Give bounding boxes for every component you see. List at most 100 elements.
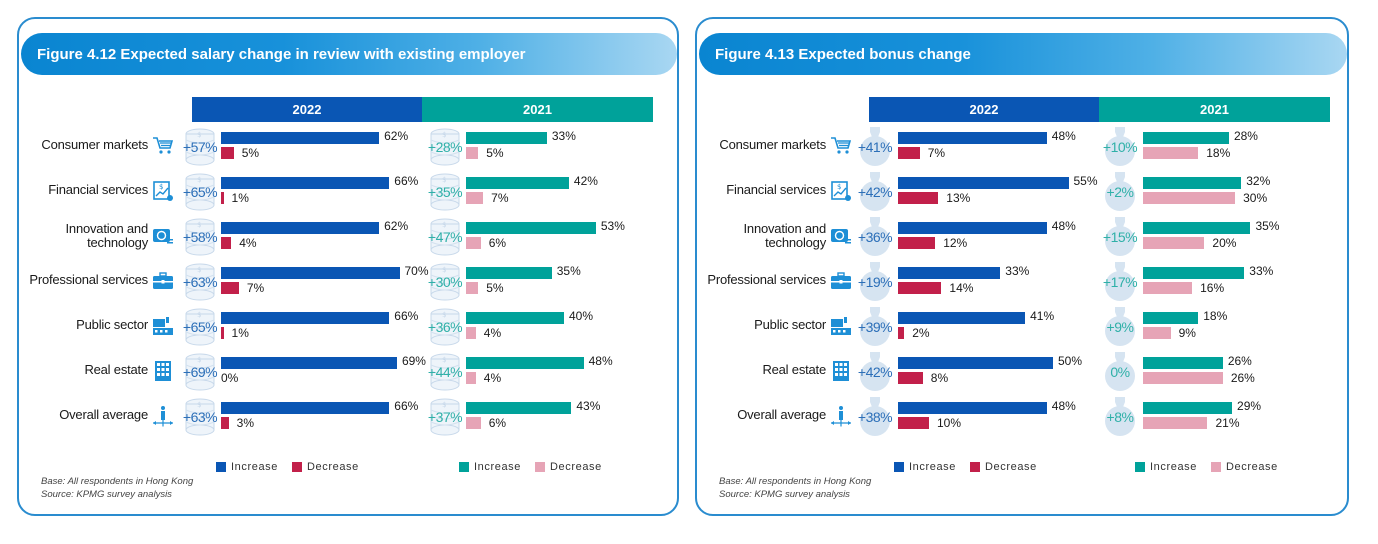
value-label-increase-2021: 42% <box>573 174 598 188</box>
bar-decrease-2021 <box>466 417 481 429</box>
category-label: Professional services <box>707 272 826 287</box>
category-label: Innovation and technology <box>65 221 149 250</box>
bar-increase-2022 <box>898 402 1047 414</box>
category-label: Innovation and technology <box>743 221 827 250</box>
money-bag-icon <box>857 351 893 391</box>
figure-4-12-panel: Figure 4.12 Expected salary change in re… <box>17 17 679 516</box>
financial-chart-icon: $ <box>152 180 174 202</box>
bar-increase-2021 <box>1143 402 1233 414</box>
bar-increase-2021 <box>466 312 564 324</box>
bar-decrease-2021 <box>1143 327 1171 339</box>
value-label-increase-2022: 62% <box>384 219 409 233</box>
value-label-decrease-2022: 5% <box>241 146 260 160</box>
value-label-decrease-2021: 6% <box>488 236 507 250</box>
value-label-increase-2021: 28% <box>1233 129 1258 143</box>
value-label-decrease-2022: 7% <box>927 146 946 160</box>
net-change-2022: +42% <box>857 184 893 200</box>
legend-swatch <box>1211 462 1221 472</box>
bar-decrease-2021 <box>1143 282 1193 294</box>
value-label-decrease-2021: 26% <box>1230 371 1255 385</box>
bar-decrease-2021 <box>1143 237 1205 249</box>
bar-increase-2022 <box>221 132 380 144</box>
bar-decrease-2021 <box>466 282 479 294</box>
bar-increase-2021 <box>466 222 596 234</box>
svg-text:$: $ <box>837 183 841 191</box>
value-label-increase-2022: 66% <box>394 399 419 413</box>
money-bag-icon <box>857 396 893 436</box>
category-label: Professional services <box>29 272 148 287</box>
bar-decrease-2022 <box>898 372 923 384</box>
net-change-2021: +2% <box>1106 184 1134 200</box>
category-label: Consumer markets <box>41 137 148 152</box>
bar-increase-2022 <box>898 312 1026 324</box>
legend-2021: Increase Decrease <box>1135 461 1292 473</box>
coin-stack-icon: $ <box>427 216 463 256</box>
net-change-2022: +65% <box>182 319 218 335</box>
value-label-increase-2021: 26% <box>1227 354 1252 368</box>
bar-increase-2022 <box>221 312 390 324</box>
net-change-2021: +28% <box>427 139 463 155</box>
bar-decrease-2021 <box>466 327 476 339</box>
legend-item-increase: Increase <box>459 461 521 473</box>
public-building-icon <box>152 315 174 337</box>
legend-swatch <box>459 462 469 472</box>
net-change-2022: +58% <box>182 229 218 245</box>
svg-text:$: $ <box>197 401 201 409</box>
net-change-2021: +37% <box>427 409 463 425</box>
value-label-increase-2021: 40% <box>569 309 594 323</box>
value-label-decrease-2022: 10% <box>937 416 962 430</box>
figure-4-13-panel: Figure 4.13 Expected bonus change 2022 2… <box>695 17 1349 516</box>
coin-stack-icon: $ <box>182 171 218 211</box>
bar-increase-2022 <box>898 357 1053 369</box>
value-label-increase-2021: 29% <box>1237 399 1262 413</box>
money-bag-icon <box>1102 216 1138 256</box>
legend-item-decrease: Decrease <box>292 461 359 473</box>
value-label-decrease-2022: 13% <box>946 191 971 205</box>
svg-text:$: $ <box>442 131 446 139</box>
bar-decrease-2021 <box>1143 372 1223 384</box>
year-header-2021: 2021 <box>1099 97 1330 122</box>
bar-decrease-2022 <box>221 147 234 159</box>
legend-2022: Increase Decrease <box>894 461 1051 473</box>
value-label-decrease-2021: 30% <box>1243 191 1268 205</box>
value-label-decrease-2021: 6% <box>488 416 507 430</box>
svg-text:$: $ <box>442 176 446 184</box>
net-change-2021: +8% <box>1106 409 1134 425</box>
office-building-icon <box>152 360 174 382</box>
value-label-increase-2021: 33% <box>551 129 576 143</box>
value-label-increase-2021: 32% <box>1246 174 1271 188</box>
svg-text:$: $ <box>442 221 446 229</box>
money-tech-icon <box>152 225 174 247</box>
bar-increase-2021 <box>466 402 572 414</box>
money-bag-icon <box>1102 261 1138 301</box>
value-label-increase-2021: 33% <box>1249 264 1274 278</box>
coin-stack-icon: $ <box>427 171 463 211</box>
value-label-increase-2022: 33% <box>1005 264 1030 278</box>
legend-swatch <box>1135 462 1145 472</box>
value-label-increase-2022: 48% <box>1051 219 1076 233</box>
net-change-2021: +35% <box>427 184 463 200</box>
bar-increase-2022 <box>898 177 1069 189</box>
bar-increase-2022 <box>898 132 1047 144</box>
value-label-decrease-2021: 18% <box>1206 146 1231 160</box>
value-label-increase-2022: 48% <box>1051 399 1076 413</box>
net-change-2022: +63% <box>182 274 218 290</box>
value-label-decrease-2022: 4% <box>239 236 257 250</box>
value-label-decrease-2022: 1% <box>231 326 249 340</box>
category-label: Overall average <box>737 407 826 422</box>
coin-stack-icon: $ <box>427 126 463 166</box>
svg-text:$: $ <box>197 131 201 139</box>
net-change-2021: +9% <box>1106 319 1134 335</box>
value-label-decrease-2021: 4% <box>483 371 502 385</box>
coin-stack-icon: $ <box>427 261 463 301</box>
bar-increase-2021 <box>466 267 552 279</box>
legend-label: Increase <box>231 461 278 473</box>
office-building-icon <box>830 360 852 382</box>
net-change-2021: +30% <box>427 274 463 290</box>
legend-item-increase: Increase <box>216 461 278 473</box>
coin-stack-icon: $ <box>182 396 218 436</box>
bar-decrease-2022 <box>898 327 905 339</box>
money-bag-icon <box>857 216 893 256</box>
net-change-2021: +10% <box>1102 139 1138 155</box>
coin-stack-icon: $ <box>182 126 218 166</box>
